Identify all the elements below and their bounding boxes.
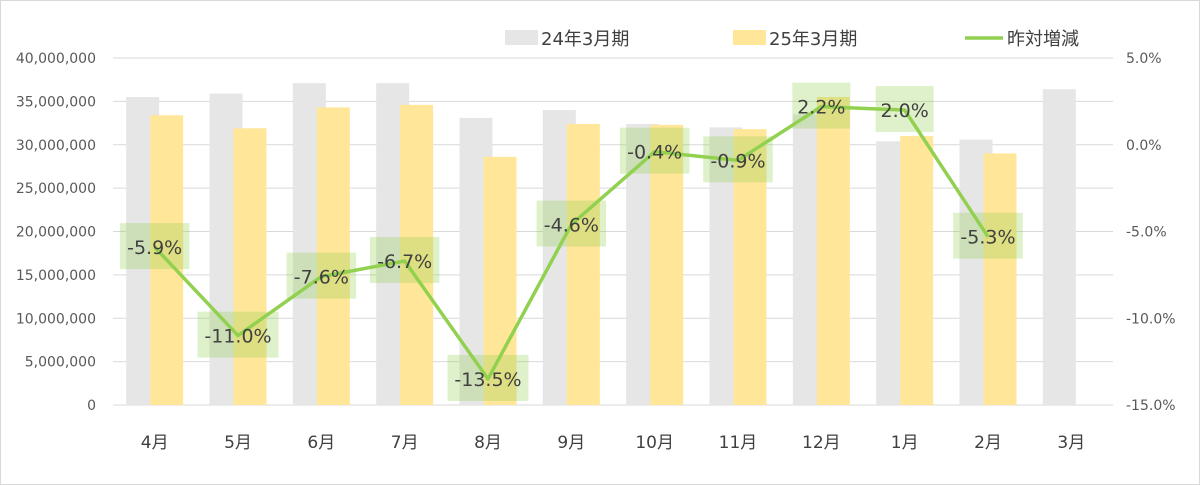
x-axis-category-label: 4月 [141, 433, 169, 453]
bar-current-year [733, 129, 767, 405]
bar-current-year [566, 123, 600, 406]
bar-current-year [316, 107, 350, 405]
left-axis-tick-label: 20,000,000 [16, 225, 96, 241]
x-axis-category-label: 6月 [307, 433, 335, 453]
left-axis-tick-label: 30,000,000 [16, 138, 96, 154]
left-axis-tick-label: 15,000,000 [16, 268, 96, 284]
yoy-label-background [792, 82, 851, 129]
yoy-label-background [536, 200, 607, 247]
yoy-label-background [447, 354, 529, 401]
yoy-label-background [875, 86, 934, 133]
yoy-label-background [619, 127, 690, 174]
yoy-label-background [953, 212, 1023, 259]
left-axis-tick-label: 10,000,000 [16, 311, 96, 327]
x-axis-category-label: 2月 [974, 433, 1002, 453]
right-axis-tick-label: 0.0% [1126, 138, 1162, 154]
bar-current-year [400, 104, 434, 405]
legend: 24年3月期 25年3月期 昨対増減 [505, 29, 1079, 50]
bar-prev-year [1042, 89, 1076, 405]
left-axis-tick-label: 5,000,000 [25, 355, 96, 371]
yoy-data-label: 2.0% [881, 100, 929, 122]
bar-current-year [483, 156, 517, 405]
yoy-line [153, 104, 990, 381]
legend-label: 24年3月期 [541, 29, 629, 50]
right-axis-tick-label: -10.0% [1126, 311, 1176, 327]
yoy-line-path [153, 104, 990, 381]
legend-swatch [733, 30, 766, 45]
bar-current-year [233, 128, 267, 405]
yoy-label-background [703, 136, 773, 183]
axes: 0 5,000,000 10,000,000 15,000,000 20,000,000… [16, 51, 1176, 453]
right-axis-tick-label: -5.0% [1126, 225, 1167, 241]
bars [126, 83, 1076, 406]
yoy-label-background [286, 252, 357, 299]
yoy-data-label: -0.9% [710, 150, 765, 172]
bar-current-year [816, 97, 850, 405]
x-axis-category-label: 8月 [474, 433, 502, 453]
yoy-label-background [119, 223, 190, 270]
yoy-data-label: -13.5% [454, 369, 521, 391]
x-axis-category-label: 9月 [557, 433, 585, 453]
x-axis-category-label: 1月 [891, 433, 919, 453]
yoy-data-label: -5.3% [960, 227, 1015, 249]
yoy-data-label: -7.6% [294, 267, 349, 289]
yoy-data-label: 2.2% [797, 97, 845, 119]
yoy-data-label: -6.7% [377, 251, 432, 273]
yoy-label-background [197, 311, 279, 358]
left-axis-tick-label: 40,000,000 [16, 51, 96, 67]
yoy-label-background [369, 236, 440, 283]
left-axis-tick-label: 35,000,000 [16, 94, 96, 110]
bar-current-year [650, 124, 684, 406]
legend-swatch [505, 30, 538, 45]
x-axis-category-label: 5月 [224, 433, 252, 453]
right-axis-tick-label: 5.0% [1126, 51, 1162, 67]
yoy-data-label: -0.4% [627, 142, 682, 164]
left-axis-tick-label: 0 [87, 398, 96, 414]
left-axis-tick-label: 25,000,000 [16, 181, 96, 197]
bar-current-year [900, 136, 934, 405]
yoy-data-label: -5.9% [127, 237, 182, 259]
bar-current-year [983, 153, 1017, 405]
x-axis-category-label: 10月 [635, 433, 674, 453]
x-axis-category-label: 3月 [1057, 433, 1085, 453]
yoy-data-label: -11.0% [204, 326, 271, 348]
right-axis-tick-label: -15.0% [1126, 398, 1176, 414]
legend-label: 昨対増減 [1007, 29, 1079, 50]
x-axis-category-label: 12月 [802, 433, 841, 453]
legend-label: 25年3月期 [769, 29, 857, 50]
x-axis-category-label: 7月 [391, 433, 419, 453]
data-labels: -5.9% -11.0% -7.6% -6.7% -13.5% -4.6% -0.4% -0.… [119, 82, 1023, 401]
x-axis-category-label: 11月 [719, 433, 758, 453]
yoy-data-label: -4.6% [544, 215, 599, 237]
